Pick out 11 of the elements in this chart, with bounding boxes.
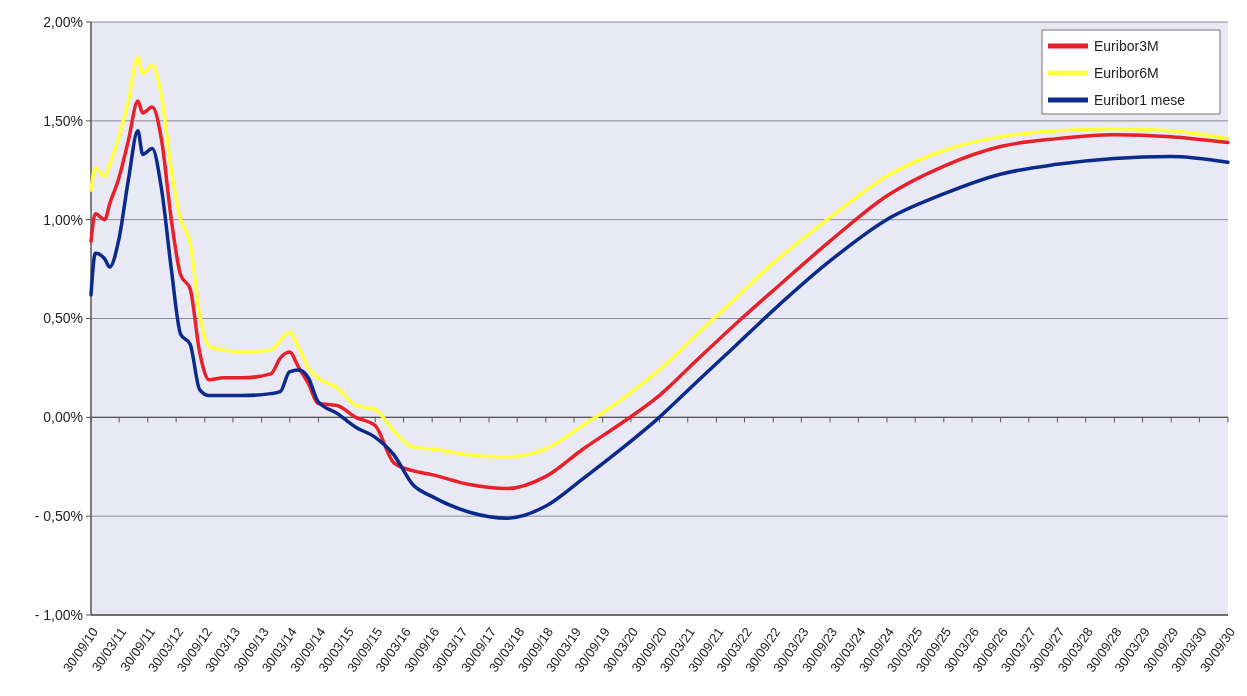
y-tick-label: 2,00% [43, 13, 83, 30]
y-tick-label: - 1,00% [34, 606, 83, 623]
legend-label: Euribor6M [1094, 64, 1159, 81]
y-tick-label: 0,00% [43, 409, 83, 426]
legend-label: Euribor1 mese [1094, 91, 1186, 108]
legend-label: Euribor3M [1094, 37, 1159, 54]
y-tick-label: - 0,50% [34, 508, 83, 525]
y-tick-label: 1,50% [43, 112, 83, 129]
line-series [89, 55, 1230, 459]
y-tick-label: 0,50% [43, 310, 83, 327]
y-tick-label: 1,00% [43, 211, 83, 228]
